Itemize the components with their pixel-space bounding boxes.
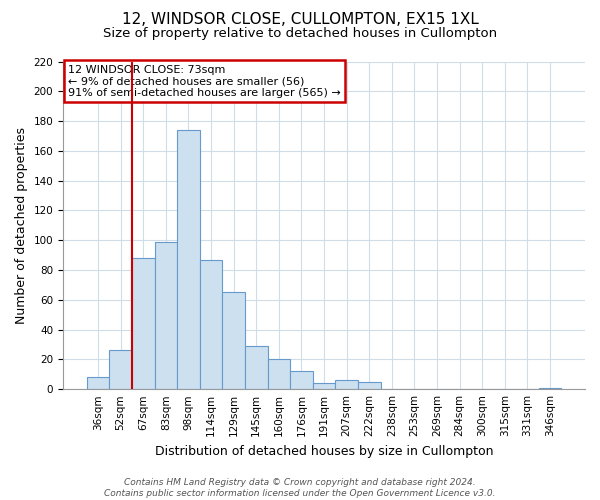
Bar: [358, 382, 380, 389]
Bar: [177, 130, 200, 389]
Bar: [335, 380, 358, 389]
Y-axis label: Number of detached properties: Number of detached properties: [15, 127, 28, 324]
Bar: [268, 360, 290, 389]
Text: Size of property relative to detached houses in Cullompton: Size of property relative to detached ho…: [103, 28, 497, 40]
Bar: [290, 372, 313, 389]
Bar: [87, 378, 109, 389]
Bar: [245, 346, 268, 389]
Bar: [109, 350, 132, 389]
Bar: [313, 383, 335, 389]
Text: Contains HM Land Registry data © Crown copyright and database right 2024.
Contai: Contains HM Land Registry data © Crown c…: [104, 478, 496, 498]
Text: 12 WINDSOR CLOSE: 73sqm
← 9% of detached houses are smaller (56)
91% of semi-det: 12 WINDSOR CLOSE: 73sqm ← 9% of detached…: [68, 65, 341, 98]
Bar: [539, 388, 561, 389]
X-axis label: Distribution of detached houses by size in Cullompton: Distribution of detached houses by size …: [155, 444, 493, 458]
Text: 12, WINDSOR CLOSE, CULLOMPTON, EX15 1XL: 12, WINDSOR CLOSE, CULLOMPTON, EX15 1XL: [122, 12, 478, 28]
Bar: [155, 242, 177, 389]
Bar: [132, 258, 155, 389]
Bar: [223, 292, 245, 389]
Bar: [200, 260, 223, 389]
